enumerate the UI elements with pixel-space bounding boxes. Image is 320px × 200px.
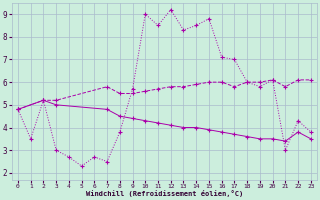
X-axis label: Windchill (Refroidissement éolien,°C): Windchill (Refroidissement éolien,°C) <box>86 190 243 197</box>
